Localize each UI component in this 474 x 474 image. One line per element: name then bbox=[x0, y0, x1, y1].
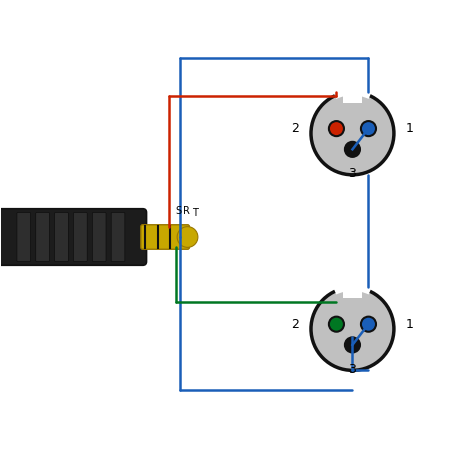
FancyBboxPatch shape bbox=[17, 212, 31, 262]
Text: 3: 3 bbox=[348, 363, 356, 376]
FancyBboxPatch shape bbox=[0, 209, 146, 265]
FancyBboxPatch shape bbox=[343, 280, 362, 298]
Text: 1: 1 bbox=[406, 122, 414, 135]
Circle shape bbox=[345, 337, 360, 353]
Circle shape bbox=[361, 121, 376, 136]
Text: 1: 1 bbox=[406, 318, 414, 331]
FancyBboxPatch shape bbox=[141, 225, 190, 249]
Text: 2: 2 bbox=[292, 122, 299, 135]
Circle shape bbox=[361, 317, 376, 332]
Circle shape bbox=[329, 121, 344, 136]
FancyBboxPatch shape bbox=[111, 212, 125, 262]
Circle shape bbox=[177, 227, 198, 247]
Circle shape bbox=[345, 142, 360, 157]
FancyBboxPatch shape bbox=[343, 85, 362, 102]
Circle shape bbox=[311, 287, 394, 370]
Text: T: T bbox=[191, 208, 198, 218]
Text: R: R bbox=[182, 206, 190, 216]
Text: S: S bbox=[175, 206, 181, 216]
FancyBboxPatch shape bbox=[92, 212, 106, 262]
FancyBboxPatch shape bbox=[36, 212, 49, 262]
FancyBboxPatch shape bbox=[55, 212, 68, 262]
Text: 2: 2 bbox=[292, 318, 299, 331]
Circle shape bbox=[311, 92, 394, 175]
Circle shape bbox=[329, 317, 344, 332]
Text: 3: 3 bbox=[348, 167, 356, 180]
FancyBboxPatch shape bbox=[73, 212, 87, 262]
